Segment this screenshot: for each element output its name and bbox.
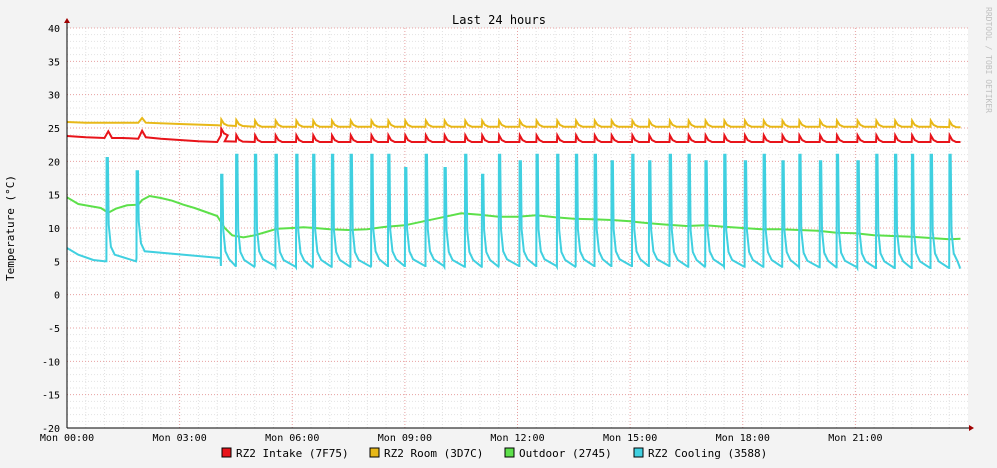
x-tick-label: Mon 15:00: [603, 433, 657, 444]
series-line: [66, 153, 962, 272]
y-tick-label: 10: [48, 224, 60, 235]
x-axis-arrow: [969, 425, 974, 431]
x-tick-label: Mon 12:00: [490, 433, 544, 444]
y-tick-labels: -20 -15 -10 -5 0 5 10 15 20 25 30 35 40: [42, 24, 60, 435]
y-tick-label: 40: [48, 24, 60, 35]
legend-label: RZ2 Cooling (3588): [648, 447, 767, 460]
legend: RZ2 Intake (7F75) RZ2 Room (3D7C) Outdoor …: [221, 447, 767, 460]
y-tick-label: 5: [54, 257, 60, 268]
y-tick-label: 20: [48, 157, 60, 168]
legend-swatch: [504, 447, 515, 458]
y-tick-label: 0: [54, 291, 60, 302]
y-tick-label: -10: [42, 357, 60, 368]
x-tick-label: Mon 09:00: [378, 433, 432, 444]
y-tick-label: -20: [42, 424, 60, 435]
chart-title: Last 24 hours: [452, 13, 546, 27]
y-axis-arrow: [64, 18, 70, 23]
legend-label: RZ2 Intake (7F75): [236, 447, 349, 460]
x-tick-label: Mon 03:00: [153, 433, 207, 444]
series-layer: [66, 116, 962, 272]
minor-grid: [67, 28, 968, 428]
x-tick-label: Mon 00:00: [40, 433, 94, 444]
x-tick-labels: Mon 00:00 Mon 03:00 Mon 06:00 Mon 09:00 Mon …: [40, 433, 883, 444]
legend-label: Outdoor (2745): [519, 447, 612, 460]
series-line: [66, 125, 961, 144]
y-tick-label: 30: [48, 91, 60, 102]
y-tick-label: 15: [48, 191, 60, 202]
major-grid: [66, 27, 968, 429]
legend-swatch: [633, 447, 644, 458]
legend-label: RZ2 Room (3D7C): [384, 447, 483, 460]
legend-swatch: [369, 447, 380, 458]
y-tick-label: -5: [48, 324, 60, 335]
x-tick-label: Mon 21:00: [828, 433, 882, 444]
x-tick-label: Mon 18:00: [716, 433, 770, 444]
series-line: [66, 116, 961, 129]
y-axis-label: Temperature (°C): [4, 175, 17, 281]
y-tick-label: -15: [42, 391, 60, 402]
y-tick-label: 35: [48, 57, 60, 68]
x-tick-label: Mon 06:00: [265, 433, 319, 444]
y-tick-label: 25: [48, 124, 60, 135]
axes: [64, 18, 974, 431]
legend-swatch: [221, 447, 232, 458]
rrdtool-watermark: RRDTOOL / TOBI OETIKER: [984, 7, 993, 113]
